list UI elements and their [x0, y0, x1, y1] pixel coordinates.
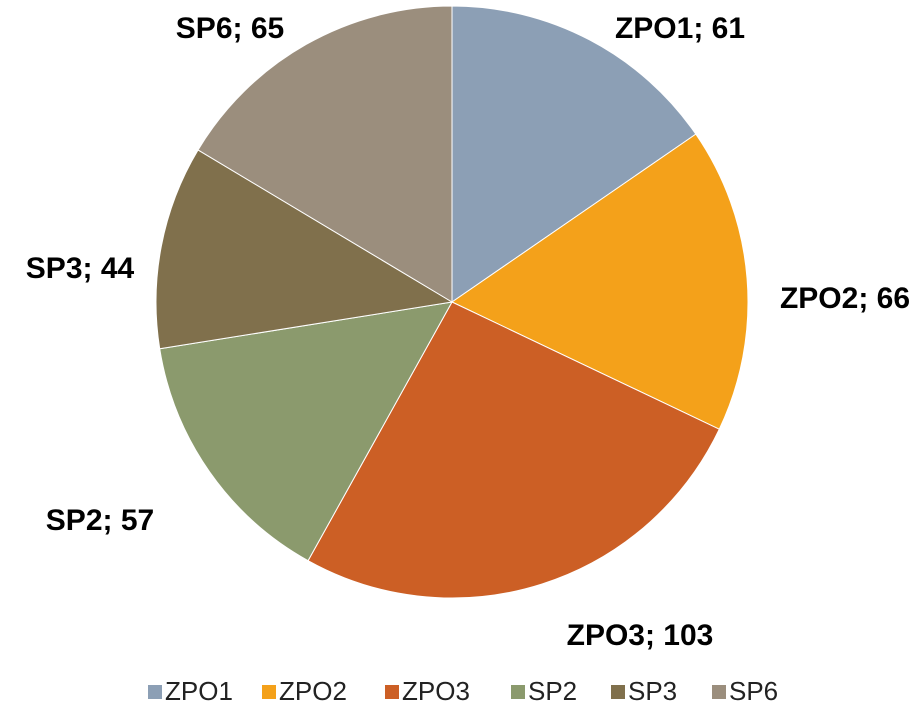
legend-label: ZPO3 [402, 676, 470, 706]
legend-label: SP2 [528, 676, 577, 706]
legend-swatch [712, 685, 726, 699]
legend-swatch [611, 685, 625, 699]
pie-slice [159, 301, 453, 562]
data-label: SP3; 44 [26, 252, 135, 285]
legend-label: ZPO1 [165, 676, 233, 706]
legend-swatch [511, 685, 525, 699]
legend-swatch [262, 685, 276, 699]
pie-slice [451, 133, 749, 430]
data-label: ZPO2; 66 [780, 282, 910, 315]
legend-label: ZPO2 [279, 676, 347, 706]
legend-swatch [385, 685, 399, 699]
pie-slice [197, 5, 453, 303]
legend-label: SP6 [729, 676, 778, 706]
data-label: ZPO1; 61 [615, 12, 745, 45]
legend-swatch [148, 685, 162, 699]
data-label: SP6; 65 [176, 12, 284, 45]
data-label: SP2; 57 [46, 504, 154, 537]
pie-slice [451, 5, 697, 303]
pie-slice [155, 149, 454, 350]
legend-label: SP3 [628, 676, 677, 706]
data-label: ZPO3; 103 [567, 619, 714, 652]
